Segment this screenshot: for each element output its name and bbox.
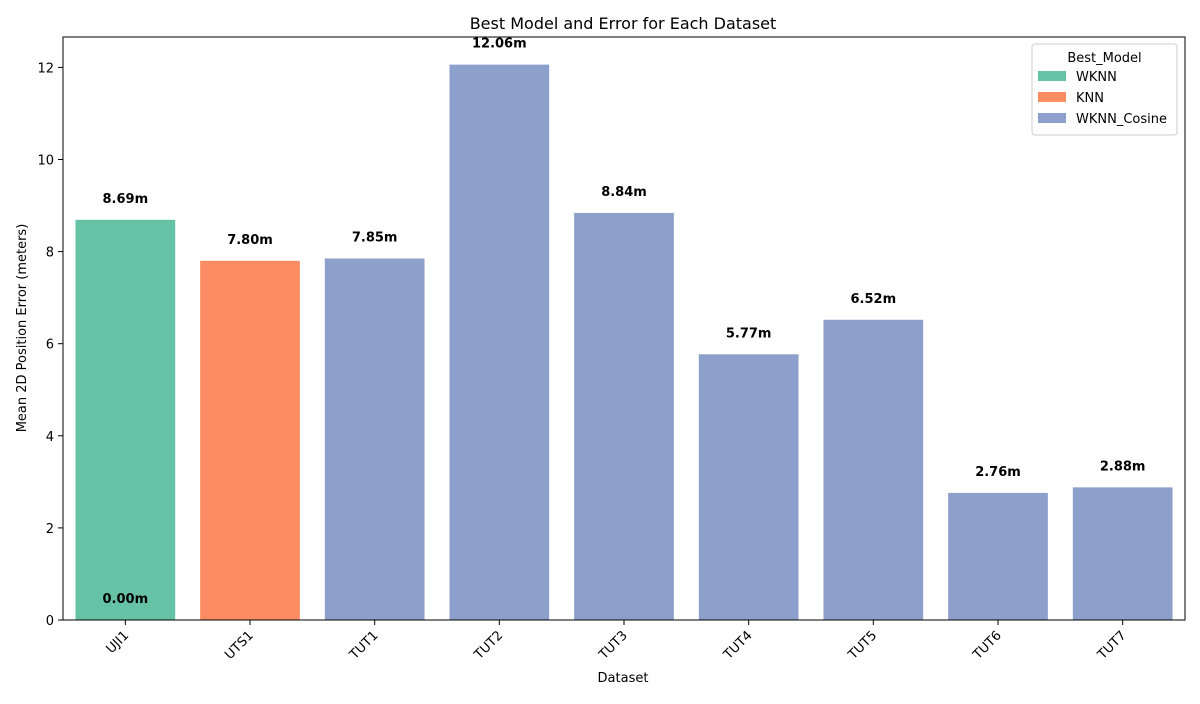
bar-value-label-tut3: 8.84m bbox=[601, 185, 647, 200]
bar-value-label-tut5: 6.52m bbox=[851, 292, 897, 307]
x-tick-label-tut3: TUT3 bbox=[596, 628, 631, 663]
bars-group bbox=[75, 64, 1173, 621]
legend-title: Best_Model bbox=[1067, 51, 1141, 66]
bar-uts1 bbox=[200, 260, 300, 620]
x-tick-label-tut5: TUT5 bbox=[845, 628, 880, 663]
bar-tut1 bbox=[324, 258, 425, 620]
y-tick-label-10: 10 bbox=[37, 153, 54, 168]
x-tick-label-tut2: TUT2 bbox=[471, 628, 506, 663]
legend-label-wknn: WKNN bbox=[1076, 70, 1117, 85]
x-tick-label-tut7: TUT7 bbox=[1094, 628, 1129, 663]
legend-label-knn: KNN bbox=[1076, 91, 1104, 106]
bar-value-label-uts1: 7.80m bbox=[227, 233, 273, 248]
bar-tut2 bbox=[449, 64, 550, 621]
legend-label-wknn-cosine: WKNN_Cosine bbox=[1076, 112, 1167, 127]
bar-value-label-tut4: 5.77m bbox=[726, 326, 772, 341]
legend-entries: WKNN KNN WKNN_Cosine bbox=[1038, 70, 1167, 127]
legend-swatch-wknn bbox=[1038, 71, 1066, 81]
bar-tut6 bbox=[948, 492, 1048, 620]
bar-uji1 bbox=[75, 219, 176, 621]
legend-swatch-wknn-cosine bbox=[1038, 113, 1066, 123]
x-tick-label-tut1: TUT1 bbox=[346, 628, 381, 663]
y-tick-label-8: 8 bbox=[46, 246, 54, 261]
x-axis-label: Dataset bbox=[598, 671, 649, 686]
bar-value-label-tut2: 12.06m bbox=[472, 37, 527, 52]
y-tick-label-2: 2 bbox=[46, 522, 54, 537]
bar-value-label-uji1: 8.69m bbox=[103, 192, 149, 207]
bar-labels-group: 8.69m 7.80m 7.85m 12.06m 8.84m 5.77m 6.52m 2.76… bbox=[103, 37, 1146, 607]
x-tick-label-tut6: TUT6 bbox=[970, 628, 1005, 663]
y-tick-label-0: 0 bbox=[46, 614, 54, 629]
bar-tut7 bbox=[1072, 487, 1173, 620]
zero-value-label-uji1: 0.00m bbox=[103, 592, 149, 607]
y-tick-label-12: 12 bbox=[37, 61, 54, 76]
bar-value-label-tut1: 7.85m bbox=[352, 231, 398, 246]
bar-tut5 bbox=[823, 319, 924, 620]
x-axis: UJI1 UTS1 TUT1 TUT2 TUT3 TUT4 TUT5 TUT6 TUT7 bbox=[104, 620, 1129, 663]
legend-swatch-knn bbox=[1038, 92, 1066, 102]
bar-value-label-tut6: 2.76m bbox=[975, 465, 1021, 480]
bar-value-label-tut7: 2.88m bbox=[1100, 459, 1146, 474]
bar-tut4 bbox=[698, 354, 799, 620]
y-tick-label-4: 4 bbox=[46, 430, 54, 445]
chart-title: Best Model and Error for Each Dataset bbox=[470, 14, 777, 33]
x-tick-label-tut4: TUT4 bbox=[720, 628, 755, 663]
y-axis-label: Mean 2D Position Error (meters) bbox=[15, 224, 30, 433]
y-axis: 0 2 4 6 8 10 12 bbox=[37, 61, 63, 629]
y-tick-label-6: 6 bbox=[46, 338, 54, 353]
x-tick-label-uji1: UJI1 bbox=[104, 628, 133, 657]
x-tick-label-uts1: UTS1 bbox=[222, 628, 257, 663]
bar-tut3 bbox=[574, 212, 674, 620]
legend: Best_Model WKNN KNN WKNN_Cosine bbox=[1031, 43, 1178, 136]
legend-frame bbox=[1031, 43, 1178, 136]
